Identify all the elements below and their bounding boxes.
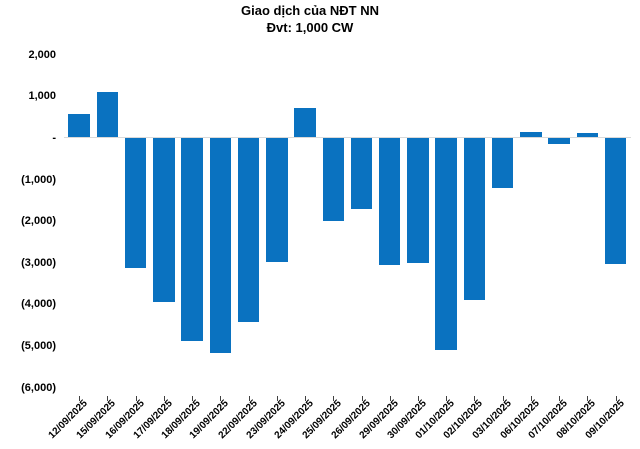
x-axis-tick [107, 396, 109, 401]
x-axis-tick [248, 396, 250, 401]
bar-16/09/2025 [124, 137, 147, 269]
x-axis-tick [502, 396, 504, 401]
bar-08/10/2025 [576, 132, 599, 138]
x-axis-tick [333, 396, 335, 401]
x-axis-tick [417, 396, 419, 401]
bar-07/10/2025 [548, 137, 570, 145]
bar-15/09/2025 [96, 91, 119, 138]
x-axis-tick [446, 396, 448, 401]
y-axis-label: (1,000) [21, 173, 56, 186]
y-axis-label: 2,000 [28, 48, 56, 61]
x-axis-tick [192, 396, 194, 401]
bar-22/09/2025 [237, 137, 260, 323]
x-axis-tick [587, 396, 589, 401]
y-axis-label: (5,000) [21, 339, 56, 352]
zero-baseline [64, 136, 631, 139]
x-axis-tick [276, 396, 278, 401]
bar-02/10/2025 [463, 137, 486, 300]
chart-title: Giao dịch của NĐT NN [241, 3, 379, 18]
bar-23/09/2025 [266, 137, 288, 263]
chart-subtitle: Đvt: 1,000 CW [266, 20, 354, 35]
x-axis-tick [530, 396, 532, 401]
x-axis-tick [389, 396, 391, 401]
bar-12/09/2025 [68, 114, 90, 138]
bar-06/10/2025 [520, 132, 542, 138]
bar-09/10/2025 [604, 137, 627, 264]
y-axis-label: 1,000 [28, 90, 56, 103]
bar-25/09/2025 [322, 137, 345, 221]
x-axis-tick [615, 396, 617, 401]
x-axis-tick [163, 396, 165, 401]
x-axis-tick [361, 396, 363, 401]
x-axis-tick [474, 396, 476, 401]
x-axis-tick [79, 396, 81, 401]
bar-19/09/2025 [209, 137, 232, 353]
x-axis-tick [305, 396, 307, 401]
bar-17/09/2025 [153, 137, 175, 303]
y-axis-label: (6,000) [21, 381, 56, 394]
x-axis-tick [220, 396, 222, 401]
bar-29/09/2025 [378, 137, 401, 266]
bar-18/09/2025 [181, 137, 203, 342]
x-axis-tick [135, 396, 137, 401]
y-axis-label: (4,000) [21, 298, 56, 311]
y-axis-label: - [52, 131, 56, 144]
y-axis-label: (3,000) [21, 256, 56, 269]
bar-26/09/2025 [350, 137, 373, 210]
bar-30/09/2025 [407, 137, 429, 263]
y-axis-label: (2,000) [21, 215, 56, 228]
bar-01/10/2025 [435, 137, 457, 351]
bar-24/09/2025 [294, 108, 316, 138]
x-axis-tick [559, 396, 561, 401]
bar-03/10/2025 [491, 137, 514, 189]
